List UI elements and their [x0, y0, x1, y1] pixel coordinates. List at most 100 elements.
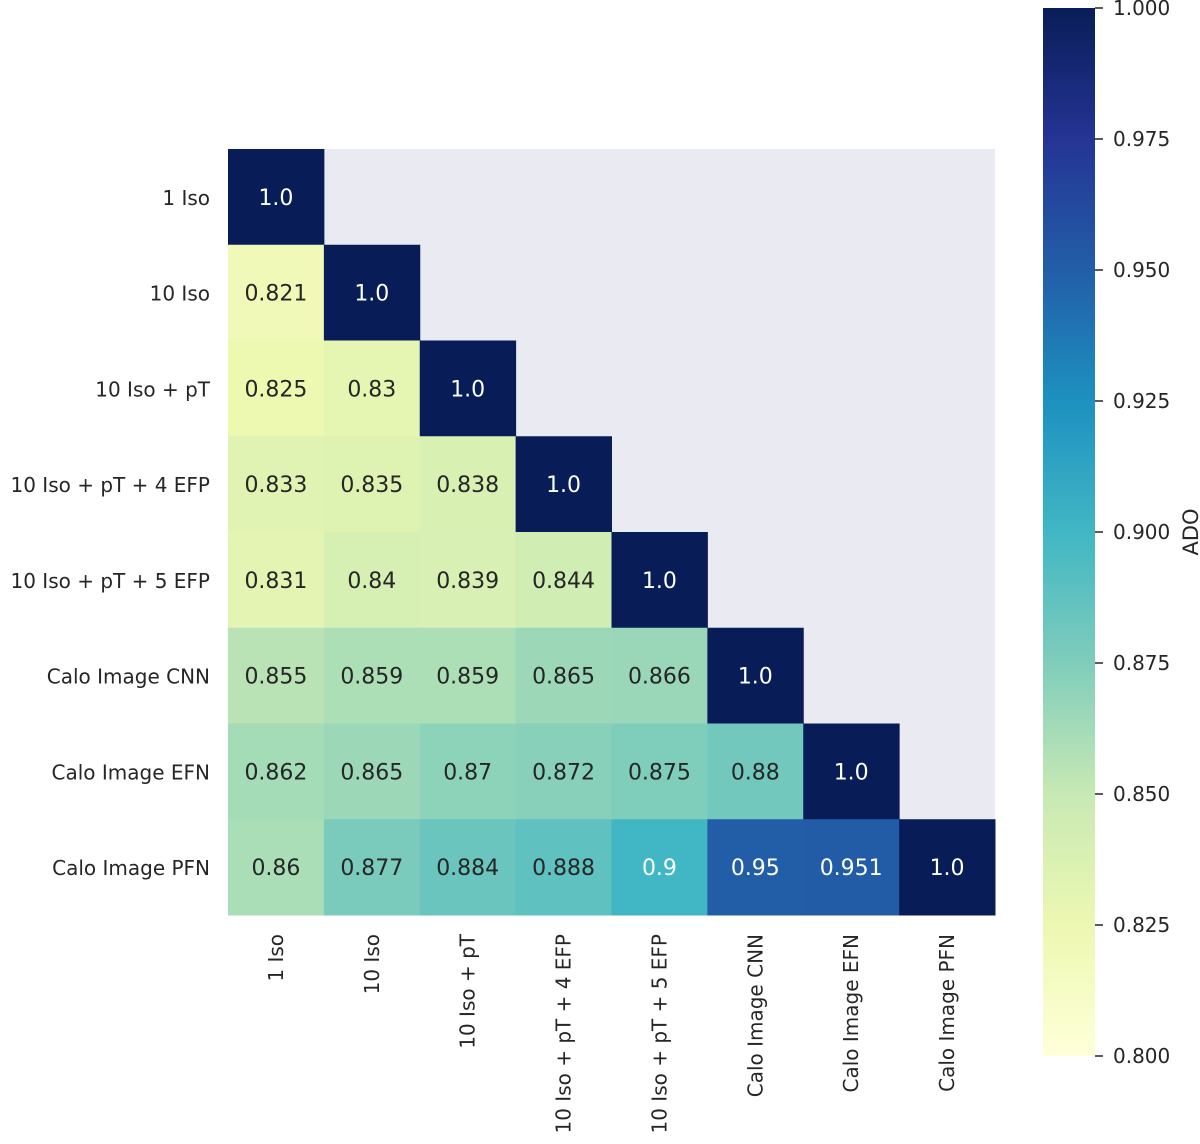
cell-value-label: 0.951 — [820, 856, 883, 881]
heatmap-cell — [419, 819, 517, 916]
colorbar-label: ADO — [1179, 508, 1200, 555]
cell-value-label: 0.877 — [340, 856, 403, 881]
heatmap-cell — [707, 819, 804, 916]
cell-value-label: 0.86 — [251, 856, 300, 881]
heatmap-cell — [515, 532, 612, 629]
heatmap-cell — [611, 819, 708, 916]
cell-value-label: 0.859 — [340, 665, 403, 690]
cell-value-label: 0.888 — [532, 856, 595, 881]
colorbar-ticks: 0.800 0.825 0.850 0.875 0.900 0.925 0.950 0.975… — [1095, 0, 1170, 1068]
cell-value-label: 1.0 — [354, 282, 389, 307]
col-label: 10 Iso + pT + 5 EFP — [647, 934, 671, 1134]
row-label: 10 Iso — [150, 282, 210, 306]
cell-value-label: 0.862 — [244, 760, 307, 785]
cell-value-label: 0.855 — [244, 665, 307, 690]
col-label: Calo Image PFN — [935, 934, 959, 1092]
row-label: Calo Image CNN — [47, 665, 210, 689]
heatmap-cell — [419, 532, 517, 629]
heatmap-cell — [611, 627, 708, 724]
col-labels: 1 Iso 10 Iso 10 Iso + pT 10 Iso + pT + 4 EF… — [264, 933, 959, 1133]
row-label: 1 Iso — [162, 186, 210, 210]
cell-value-label: 0.865 — [532, 665, 595, 690]
cell-value-label: 0.859 — [436, 665, 499, 690]
cell-value-label: 1.0 — [642, 569, 677, 594]
cell-value-label: 0.866 — [628, 665, 691, 690]
colorbar-tick-label: 0.825 — [1113, 913, 1170, 937]
colorbar-tick-label: 1.000 — [1113, 0, 1170, 20]
col-label: 10 Iso + pT — [456, 933, 480, 1049]
row-label: Calo Image PFN — [52, 856, 210, 880]
row-labels: 1 Iso 10 Iso 10 Iso + pT 10 Iso + pT + 4 EF… — [10, 186, 210, 880]
cell-value-label: 1.0 — [258, 186, 293, 211]
cell-value-label: 0.831 — [244, 569, 307, 594]
cell-value-label: 1.0 — [738, 665, 773, 690]
cell-value-label: 1.0 — [930, 856, 965, 881]
cell-value-label: 0.83 — [347, 377, 396, 402]
colorbar-tick-label: 0.925 — [1113, 389, 1170, 413]
cell-value-label: 0.872 — [532, 760, 595, 785]
cell-value-label: 0.95 — [731, 856, 780, 881]
colorbar-tick-label: 0.900 — [1113, 520, 1170, 544]
heatmap-cell — [228, 819, 325, 916]
heatmap-cell — [228, 627, 325, 724]
cell-value-label: 1.0 — [834, 760, 869, 785]
cell-value-label: 0.838 — [436, 473, 499, 498]
heatmap-cell — [323, 723, 421, 820]
heatmap-cell — [707, 627, 804, 724]
cell-value-label: 0.844 — [532, 569, 595, 594]
cell-value-label: 0.825 — [244, 377, 307, 402]
heatmap-cell — [611, 723, 708, 820]
heatmap-cell — [611, 532, 708, 629]
heatmap-cell — [228, 723, 325, 820]
cell-value-label: 0.884 — [436, 856, 499, 881]
col-label: 10 Iso — [360, 934, 384, 994]
cell-value-label: 0.839 — [436, 569, 499, 594]
heatmap-cell — [228, 436, 325, 533]
col-label: Calo Image EFN — [839, 934, 863, 1092]
colorbar-tick-label: 0.875 — [1113, 651, 1170, 675]
cell-value-label: 0.88 — [731, 760, 780, 785]
colorbar-tick-label: 0.950 — [1113, 258, 1170, 282]
cell-value-label: 0.821 — [244, 282, 307, 307]
heatmap-cell — [228, 244, 325, 341]
cell-value-label: 1.0 — [450, 377, 485, 402]
col-label: 10 Iso + pT + 4 EFP — [552, 934, 576, 1134]
row-label: Calo Image EFN — [52, 760, 210, 784]
colorbar-tick-label: 0.850 — [1113, 782, 1170, 806]
heatmap-cell — [707, 723, 804, 820]
heatmap-cell — [515, 436, 612, 533]
heatmap-cell — [323, 819, 421, 916]
heatmap-cell — [228, 532, 325, 629]
heatmap-cell — [323, 627, 421, 724]
cell-value-label: 0.865 — [340, 760, 403, 785]
heatmap-cell — [515, 819, 612, 916]
heatmap-cell — [419, 340, 517, 437]
heatmap-cell — [803, 723, 900, 820]
cell-value-label: 0.9 — [642, 856, 677, 881]
heatmap-cell — [515, 723, 612, 820]
colorbar-tick-label: 0.975 — [1113, 127, 1170, 151]
col-label: Calo Image CNN — [743, 934, 767, 1097]
cell-value-label: 0.84 — [347, 569, 396, 594]
colorbar-tick-label: 0.800 — [1113, 1044, 1170, 1068]
heatmap-cell — [419, 627, 517, 724]
cells: 1.0 0.821 1.0 0.825 0.83 1.0 0.833 0.835 0.838 1.… — [228, 149, 996, 916]
heatmap-cell — [419, 436, 517, 533]
row-label: 10 Iso + pT — [95, 377, 211, 401]
colorbar — [1043, 8, 1095, 1056]
cell-value-label: 0.833 — [244, 473, 307, 498]
col-label: 1 Iso — [264, 934, 288, 982]
row-label: 10 Iso + pT + 4 EFP — [10, 473, 210, 497]
cell-value-label: 0.835 — [340, 473, 403, 498]
cell-value-label: 0.875 — [628, 760, 691, 785]
heatmap-cell — [515, 627, 612, 724]
heatmap-cell — [899, 819, 996, 916]
heatmap-cell — [323, 532, 421, 629]
row-label: 10 Iso + pT + 5 EFP — [10, 569, 210, 593]
cell-value-label: 0.87 — [443, 760, 492, 785]
heatmap-cell — [323, 436, 421, 533]
heatmap-cell — [228, 340, 325, 437]
heatmap-cell — [419, 723, 517, 820]
cell-value-label: 1.0 — [546, 473, 581, 498]
